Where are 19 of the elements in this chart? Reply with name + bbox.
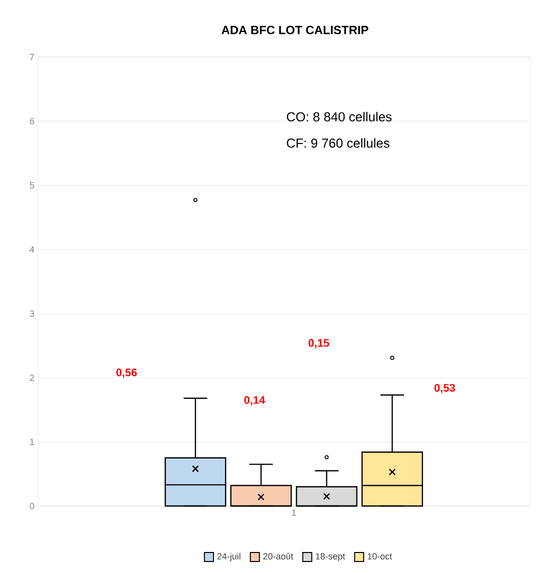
y-tick-label: 4	[30, 246, 34, 253]
y-tick-label: 7	[30, 54, 34, 60]
annotation: 0,53	[434, 384, 455, 394]
annotation: 0,14	[244, 396, 266, 406]
legend-label: 20-août	[263, 552, 294, 560]
y-tick-label: 6	[30, 118, 34, 124]
annotation: CF: 9 760 cellules	[286, 138, 390, 148]
y-tick-label: 5	[30, 182, 34, 188]
y-tick-label: 2	[30, 374, 34, 381]
annotation: 0,15	[308, 339, 330, 348]
y-tick-label: 1	[30, 438, 34, 445]
chart-title: ADA BFC LOT CALISTRIP	[222, 26, 368, 34]
annotation: 0,56	[116, 368, 137, 378]
y-tick-label: 3	[30, 310, 34, 317]
annotation: CO: 8 840 cellules	[286, 112, 392, 122]
legend-label: 10-oct	[368, 553, 392, 560]
legend-label: 24-juil	[217, 552, 240, 562]
y-tick-label: 0	[30, 502, 34, 510]
legend-label: 18-sept	[316, 553, 346, 562]
